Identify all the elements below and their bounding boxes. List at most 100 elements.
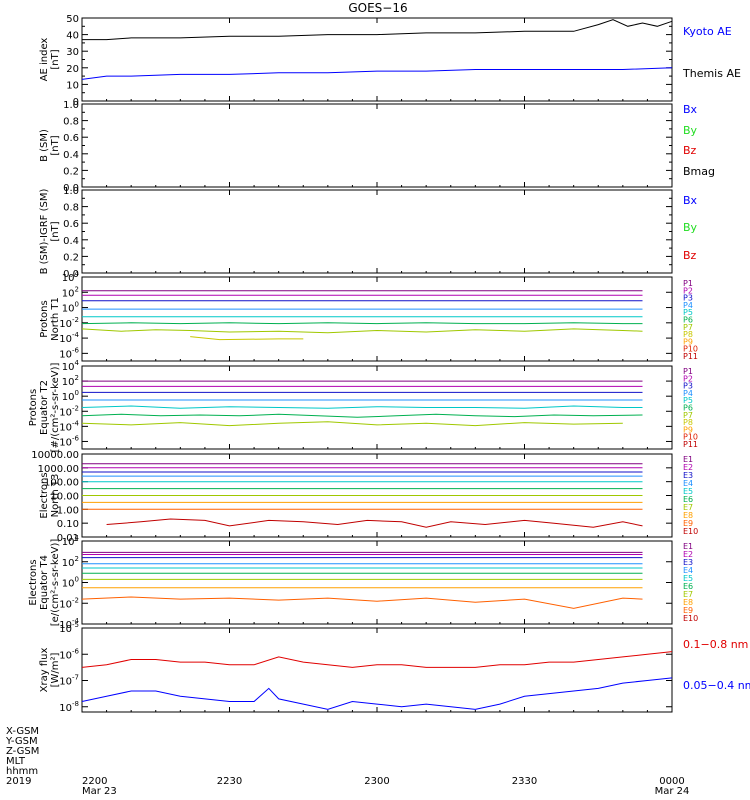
x-tick-label-time: 2200 [82,776,107,787]
y-tick-label: 0.0 [63,269,79,280]
x-tick-label-time: 2230 [217,776,242,787]
series-p6 [81,322,643,325]
panel-6: 10000.00 1000.00 100.00 10.00 1.00 0.10 0.01 El… [31,450,698,544]
y-tick-label: 10-2 [59,404,79,418]
legend-entry: E1 [683,542,693,551]
legend-entry: P6 [683,316,693,325]
legend-entry: P9 [683,337,693,346]
y-tick-label: 30 [66,47,79,58]
legend-entry: Themis AE [682,67,741,80]
panel-frame [81,103,673,188]
series-e9 [81,596,643,609]
y-axis-label: North T1 [50,297,61,341]
y-tick-label: 10-6 [59,346,79,360]
legend-entry: E6 [683,582,693,591]
legend-entry: P10 [683,345,698,354]
series-p7 [81,328,643,334]
legend-entry: P7 [683,411,693,420]
y-axis-label: B (SM) [39,129,50,162]
time-row-label: Z-GSM [6,746,39,757]
legend-entry: P3 [683,382,693,391]
series-0-1-0-8-nm [81,651,673,668]
y-tick-label: 100 [62,301,79,315]
legend-entry: P7 [683,323,693,332]
legend-entry: E10 [683,614,698,623]
legend-entry: Bmag [683,165,715,178]
y-tick-label: 40 [66,31,79,42]
y-axis-label: [nT] [50,221,61,241]
legend-entry: E3 [683,471,693,480]
y-axis-label: AE index [39,38,50,82]
legend-entry: E4 [683,479,693,488]
legend-entry: P6 [683,404,693,413]
panel-2: 0.0 0.2 0.4 0.6 0.8 1.0 B (SM) [nT] Bx By Bz Bmag [39,100,715,194]
series-kyoto-ae [82,19,673,41]
time-row-label: X-GSM [6,726,39,737]
legend-entry: E9 [683,606,693,615]
y-tick-label: 0.2 [63,252,79,263]
x-tick-label-time: 0000 [659,776,684,787]
time-row-label: MLT [6,756,26,767]
legend-entry: Bx [683,103,698,116]
y-tick-label: 102 [62,285,79,299]
y-tick-label: 1.0 [63,186,79,197]
y-tick-label: 0.6 [63,219,79,230]
plot-title: GOES−16 [348,1,407,15]
y-tick-label: 10-2 [59,596,79,610]
legend-entry: P8 [683,330,693,339]
y-tick-label: 50 [66,14,79,25]
y-tick-label: 10 [66,80,79,91]
y-tick-label: 0.6 [63,133,79,144]
y-axis-label: B (SM)-IGRF (SM) [39,189,50,275]
y-tick-label: 100.00 [44,478,79,489]
time-row-label: 2019 [6,776,31,787]
legend-entry: P11 [683,440,698,449]
y-tick-label: 10-4 [59,331,79,345]
y-tick-label: 10-5 [59,621,79,635]
y-tick-label: 1.00 [57,505,79,516]
y-tick-label: 102 [62,374,79,388]
y-axis-label: [nT] [50,135,61,155]
legend-entry: P1 [683,367,693,376]
y-axis-label: [e/(cm²-s-sr-keV)] [50,539,61,627]
y-axis-label: [nT] [50,49,61,69]
y-tick-label: 0.4 [63,236,79,247]
legend-entry: E1 [683,455,693,464]
y-axis-label: Equator T4 [39,555,50,610]
y-tick-label: 1000.00 [38,464,79,475]
y-tick-label: 10.00 [50,492,79,503]
y-tick-label: 10-6 [59,434,79,448]
legend-entry: E7 [683,590,693,599]
y-tick-label: 10-7 [59,674,79,688]
legend-entry: E5 [683,574,693,583]
y-axis-label: Protons [28,389,39,426]
legend-entry: P5 [683,396,693,405]
time-row-label: Y-GSM [5,736,38,747]
legend-entry: E10 [683,527,698,536]
series-e10 [106,518,643,528]
y-tick-label: 104 [62,359,80,373]
y-axis-label: [#/(cm²-s-sr-keV)] [50,363,61,453]
panel-frame [81,189,673,274]
x-tick-label-time: 2330 [512,776,537,787]
legend-entry: E8 [683,511,693,520]
y-tick-label: 20 [66,64,79,75]
legend-entry: E7 [683,503,693,512]
legend-entry: P2 [683,286,693,295]
y-axis-label: [W/m²] [50,652,61,687]
y-tick-label: 102 [62,555,79,569]
y-tick-label: 0.01 [57,533,79,544]
y-tick-label: 0.2 [63,166,79,177]
x-tick-label-date: Mar 23 [82,786,117,797]
y-axis-label: North T3 [50,474,61,518]
legend-entry: P11 [683,352,698,361]
legend-entry: P9 [683,425,693,434]
legend-entry: P2 [683,374,693,383]
panel-7: 104 102 100 10-2 10-4 Electrons Equator T4 [e/(… [28,534,698,631]
legend-entry: E6 [683,495,693,504]
panel-1: 0 10 20 30 40 50 AE index [nT] Kyoto AE Themis AE [39,14,741,108]
